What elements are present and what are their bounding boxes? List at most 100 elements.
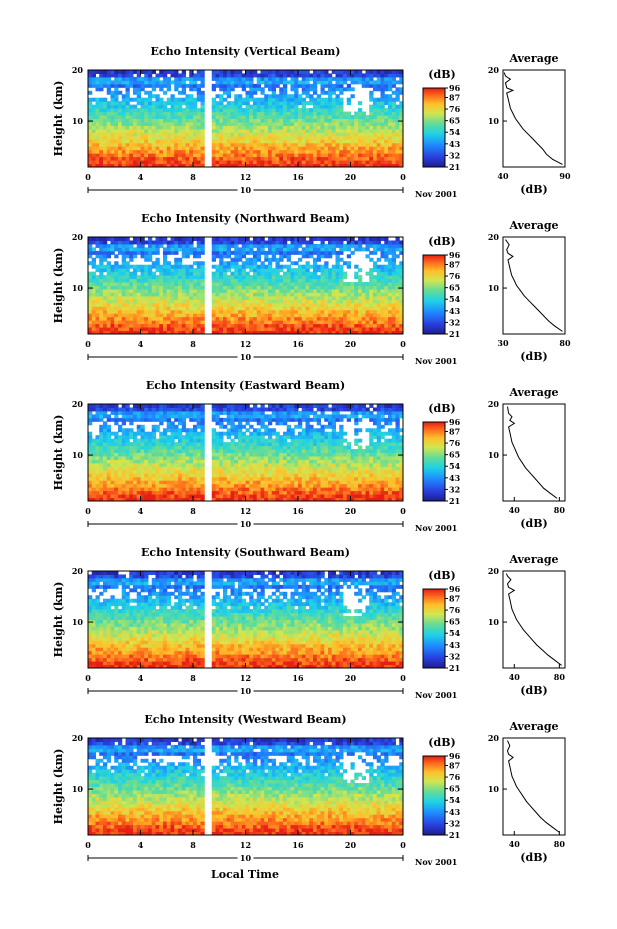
colorbar-tick-label: 76 [449,605,461,615]
y-axis-label: Height (km) [52,749,65,825]
colorbar-tick-label: 76 [449,271,461,281]
x-tick-label: 12 [240,172,251,182]
profile-xlabel: (dB) [520,851,547,864]
colorbar-tick-label: 21 [449,496,460,506]
colorbar-tick-label: 54 [449,628,461,638]
date-label: Nov 2001 [415,356,457,366]
colorbar-label: (dB) [428,569,455,582]
x-tick-label: 16 [292,673,304,683]
heatmap-cells [88,571,404,669]
day-label: 10 [240,686,252,696]
colorbar-tick-label: 76 [449,438,461,448]
day-label: 10 [240,352,252,362]
y-tick-label: 20 [72,733,84,743]
colorbar-tick-label: 96 [449,751,461,761]
x-tick-label: 20 [345,673,357,683]
heatmap-cells [88,738,404,836]
profile-xlabel: (dB) [520,183,547,196]
profile-y-tick-label: 20 [488,232,500,242]
colorbar-tick-label: 32 [449,150,460,160]
colorbar-tick-label: 65 [449,116,460,126]
x-tick-label: 0 [400,506,406,516]
profile-y-tick-label: 10 [488,784,500,794]
x-tick-label: 12 [240,339,251,349]
profile-x-tick-label: 90 [559,171,571,181]
colorbar-tick-label: 96 [449,417,461,427]
x-tick-label: 20 [345,506,357,516]
profile-y-tick-label: 10 [488,617,500,627]
profile-y-tick-label: 20 [488,733,500,743]
x-tick-label: 12 [240,506,251,516]
colorbar-label: (dB) [428,235,455,248]
y-tick-label: 10 [72,450,84,460]
profile-title: Average [508,553,558,566]
profile-title: Average [508,720,558,733]
colorbar-tick-label: 87 [449,593,460,603]
y-axis-label: Height (km) [52,582,65,658]
date-label: Nov 2001 [415,857,457,867]
x-tick-label: 0 [400,673,406,683]
colorbar [422,588,446,669]
panel-title: Echo Intensity (Northward Beam) [141,212,350,225]
panel-1: Echo Intensity (Northward Beam) 10 20 Heigh… [52,212,571,366]
profile-line [505,573,562,666]
colorbar-tick-label: 87 [449,760,460,770]
profile-line [507,406,558,499]
x-tick-label: 0 [400,840,406,850]
colorbar [422,254,446,335]
heatmap-cells [88,237,404,335]
profile-frame [502,236,566,335]
profile-y-tick-label: 20 [488,399,500,409]
profile-xlabel: (dB) [520,517,547,530]
y-axis-label: Height (km) [52,415,65,491]
profile-frame [502,737,566,836]
colorbar-tick-label: 96 [449,250,461,260]
profile-x-tick-label: 80 [554,839,566,849]
profile-y-tick-label: 10 [488,116,500,126]
colorbar [422,421,446,502]
colorbar-tick-label: 43 [449,807,461,817]
y-tick-label: 10 [72,116,84,126]
y-tick-label: 10 [72,283,84,293]
x-tick-label: 0 [85,172,91,182]
x-tick-label: 4 [138,339,144,349]
colorbar-tick-label: 21 [449,162,460,172]
y-tick-label: 20 [72,399,84,409]
profile-title: Average [508,52,558,65]
colorbar-tick-label: 65 [449,617,460,627]
panel-title: Echo Intensity (Eastward Beam) [146,379,345,392]
x-tick-label: 8 [190,506,196,516]
panel-title: Echo Intensity (Vertical Beam) [150,45,340,58]
x-tick-label: 12 [240,840,251,850]
profile-x-tick-label: 40 [497,171,509,181]
colorbar-tick-label: 32 [449,484,460,494]
colorbar-tick-label: 43 [449,640,461,650]
colorbar-tick-label: 87 [449,92,460,102]
heatmap-cells [88,404,404,502]
x-tick-label: 4 [138,673,144,683]
colorbar-tick-label: 21 [449,830,460,840]
y-axis-label: Height (km) [52,248,65,324]
panel-0: Echo Intensity (Vertical Beam) 10 20 Height… [52,45,571,199]
profile-y-tick-label: 20 [488,566,500,576]
profile-y-tick-label: 10 [488,283,500,293]
x-tick-label: 8 [190,840,196,850]
profile-line [506,740,560,833]
colorbar-tick-label: 54 [449,461,461,471]
colorbar-label: (dB) [428,68,455,81]
colorbar-tick-label: 65 [449,450,460,460]
panel-title: Echo Intensity (Southward Beam) [141,546,350,559]
colorbar-tick-label: 76 [449,104,461,114]
day-label: 10 [240,185,252,195]
panel-title: Echo Intensity (Westward Beam) [144,713,346,726]
x-tick-label: 0 [85,840,91,850]
profile-xlabel: (dB) [520,684,547,697]
day-label: 10 [240,853,252,863]
colorbar-tick-label: 21 [449,663,460,673]
date-label: Nov 2001 [415,523,457,533]
day-label: 10 [240,519,252,529]
colorbar-tick-label: 21 [449,329,460,339]
x-tick-label: 0 [400,172,406,182]
profile-frame [502,570,566,669]
